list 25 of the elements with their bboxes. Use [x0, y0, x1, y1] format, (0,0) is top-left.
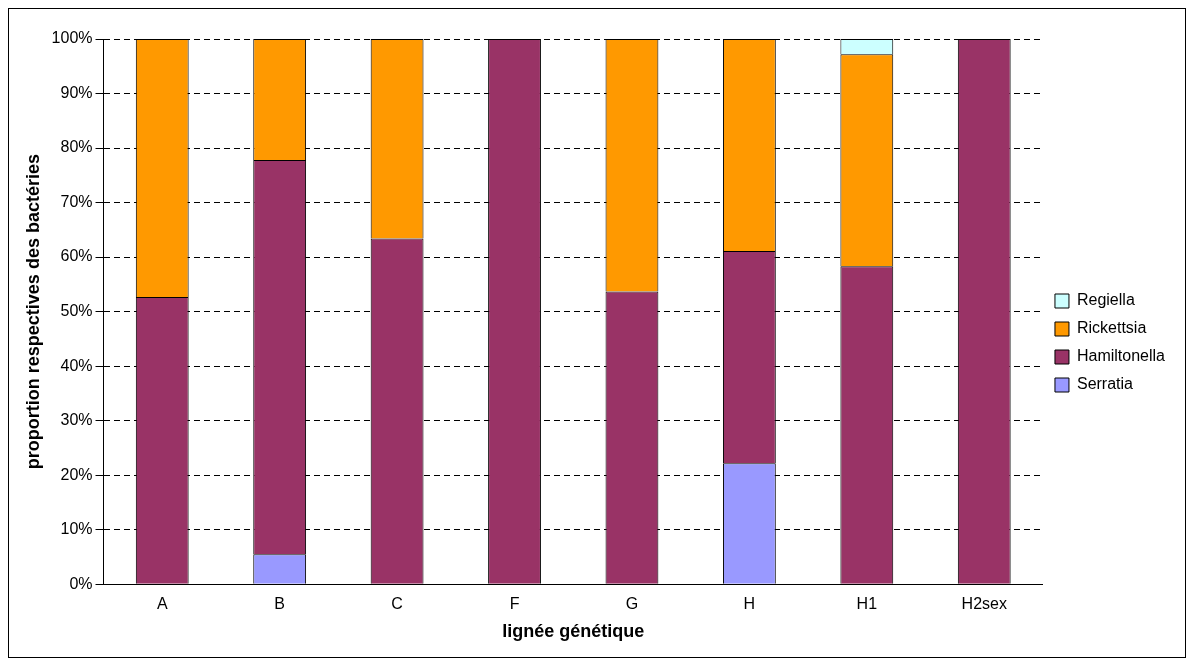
y-tick-label: 20% [60, 465, 93, 483]
x-tick-label: H1 [856, 595, 878, 613]
y-axis-title: proportion respectives des bactéries [22, 154, 43, 470]
x-tick-label: G [625, 595, 639, 613]
x-tick-label: A [156, 595, 168, 613]
x-tick-label: H2sex [961, 595, 1007, 613]
y-tick-label: 100% [51, 29, 93, 47]
y-tick-label: 50% [60, 302, 93, 320]
y-tick-label: 90% [60, 83, 93, 101]
y-tick-label: 0% [69, 574, 93, 592]
x-tick-label: F [509, 595, 520, 613]
legend-label: Rickettsia [1076, 319, 1147, 337]
legend-label: Hamiltonella [1076, 347, 1166, 365]
y-tick-label: 10% [60, 520, 93, 538]
x-tick-label: B [274, 595, 285, 613]
x-tick-label: C [391, 595, 403, 613]
x-tick-label: H [743, 595, 756, 613]
y-tick-label: 70% [60, 192, 93, 210]
legend-label: Regiella [1076, 291, 1135, 309]
y-tick-label: 80% [60, 138, 93, 156]
x-axis-title: lignée génétique [502, 621, 645, 642]
y-tick-label: 60% [60, 247, 93, 265]
legend-label: Serratia [1076, 375, 1134, 393]
y-tick-label: 40% [60, 356, 93, 374]
y-tick-label: 30% [60, 411, 93, 429]
